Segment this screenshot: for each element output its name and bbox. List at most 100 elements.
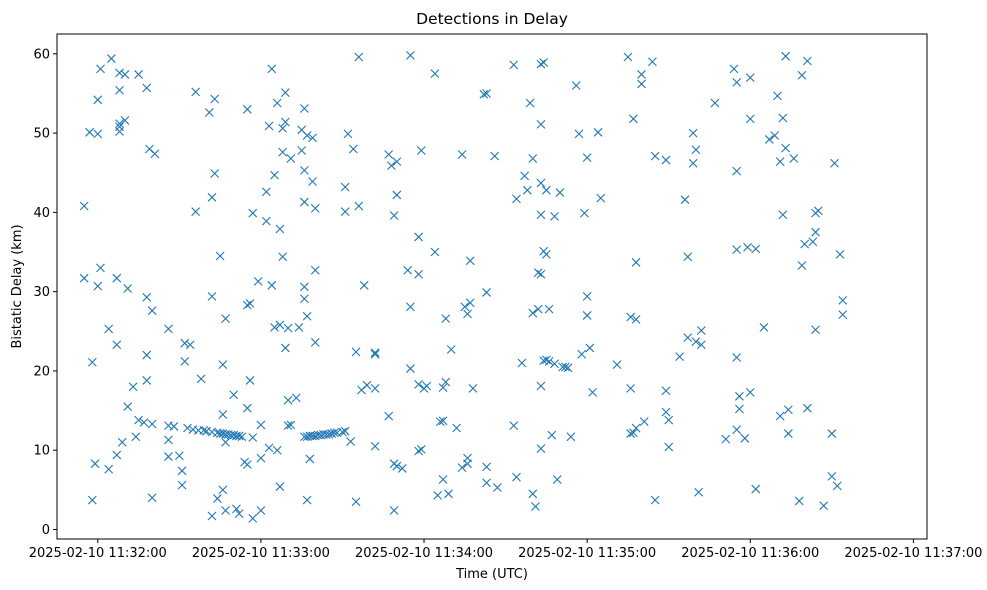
data-point [406, 302, 415, 312]
data-point [300, 294, 309, 304]
data-point [536, 444, 546, 454]
data-point [775, 411, 785, 421]
data-point [370, 349, 380, 359]
data-point [354, 52, 364, 62]
data-point [544, 304, 554, 314]
data-point [781, 143, 791, 153]
data-point [397, 464, 407, 473]
data-point [346, 437, 356, 446]
data-point [370, 441, 380, 451]
data-point [735, 404, 744, 414]
data-point [229, 390, 239, 400]
data-point [745, 114, 755, 124]
data-point [120, 70, 130, 79]
data-point [531, 502, 540, 511]
data-point [637, 70, 646, 79]
data-point [283, 395, 293, 405]
data-point [574, 129, 584, 139]
data-point [79, 273, 89, 283]
data-point [147, 306, 157, 316]
data-point [438, 475, 448, 484]
data-point [533, 304, 543, 314]
data-point [759, 322, 769, 332]
data-point [732, 166, 742, 176]
data-point [96, 64, 105, 74]
data-point [218, 360, 228, 369]
data-point [732, 353, 742, 362]
data-point [128, 382, 138, 392]
data-point [694, 487, 704, 497]
data-point [256, 420, 266, 430]
data-point [242, 460, 252, 469]
data-point [392, 157, 402, 167]
data-point [528, 154, 538, 163]
data-point [582, 311, 592, 320]
data-point [732, 245, 742, 255]
data-point [797, 70, 807, 80]
data-point [830, 158, 839, 168]
data-point [177, 466, 187, 476]
data-point [482, 478, 491, 488]
data-point [142, 350, 152, 360]
x-axis-label: Time (UTC) [455, 567, 528, 582]
data-point [444, 489, 453, 499]
data-point [414, 446, 423, 456]
data-point [832, 481, 842, 491]
data-point [612, 360, 622, 369]
data-point [267, 64, 277, 74]
data-point [536, 59, 546, 69]
data-point [414, 232, 423, 242]
data-point [539, 58, 549, 67]
data-point [191, 87, 201, 97]
data-point [340, 182, 350, 192]
y-tick-label: 50 [33, 127, 50, 142]
data-point [688, 128, 698, 138]
data-point [775, 157, 785, 167]
data-point [550, 211, 559, 221]
data-point [278, 252, 288, 262]
data-point [664, 415, 674, 425]
data-point [732, 77, 742, 87]
data-point [479, 89, 489, 99]
data-point [422, 381, 432, 391]
data-point [446, 345, 456, 354]
data-point [310, 204, 320, 213]
data-point [324, 429, 334, 439]
data-point [729, 64, 739, 74]
data-point [827, 429, 837, 438]
data-point [221, 437, 230, 447]
data-point [566, 432, 576, 442]
data-point [582, 153, 592, 163]
data-point [661, 155, 671, 165]
data-point [280, 343, 290, 353]
data-point [441, 377, 451, 387]
data-point [270, 170, 279, 180]
data-point [430, 247, 440, 257]
data-point [585, 343, 595, 353]
data-point [588, 387, 597, 397]
data-point [691, 145, 701, 155]
data-point [783, 405, 793, 415]
data-point [308, 177, 317, 186]
data-point [117, 437, 127, 447]
data-point [359, 280, 369, 290]
data-point [783, 429, 793, 438]
data-point [264, 121, 274, 131]
data-point [248, 433, 258, 442]
data-point [838, 310, 848, 320]
data-point [280, 117, 290, 127]
y-tick-label: 0 [42, 523, 50, 538]
data-point [626, 312, 636, 322]
data-point [142, 376, 152, 385]
y-tick-label: 20 [33, 364, 50, 379]
y-axis: 0 10 20 30 40 50 60 [33, 47, 57, 538]
data-point [593, 127, 603, 137]
data-point [104, 324, 114, 334]
data-point [338, 427, 347, 437]
data-point [639, 417, 649, 427]
data-point [300, 104, 309, 113]
data-point [710, 98, 720, 108]
data-point [512, 194, 521, 204]
data-point [536, 269, 546, 279]
data-point [123, 284, 133, 293]
